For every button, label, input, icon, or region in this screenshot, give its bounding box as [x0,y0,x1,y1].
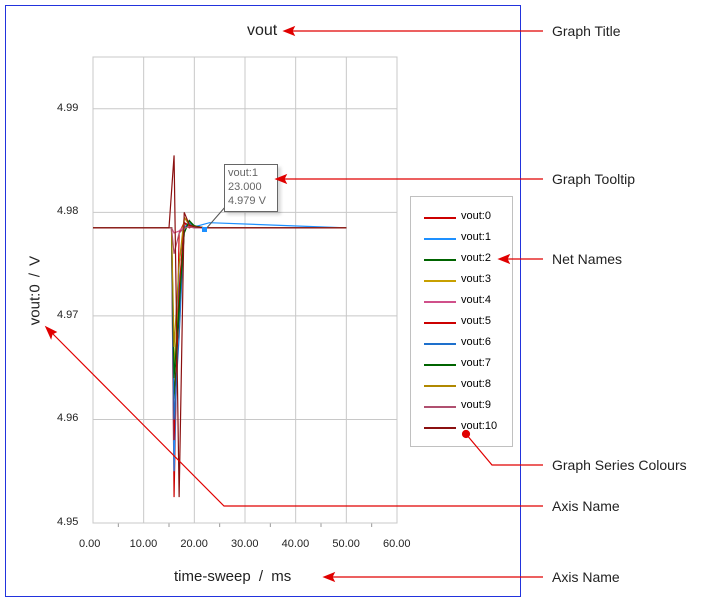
y-tick-label: 4.97 [57,308,79,321]
annotation-axis-name-y: Axis Name [552,498,620,514]
y-tick-label: 4.99 [57,101,79,114]
x-tick-label: 10.00 [129,538,158,550]
legend-label: vout:6 [461,336,491,348]
annotation-net-names: Net Names [552,251,623,267]
legend-label: vout:10 [461,420,498,432]
annotation-axis-name-x: Axis Name [552,569,620,585]
graph-frame [5,5,521,597]
legend: vout:0 vout:1 vout:2 vout:3 vout:4 vout:5 vout… [410,196,513,447]
legend-label: vout:2 [461,252,491,264]
legend-swatch [424,343,456,345]
annotation-series-colours: Graph Series Colours [552,457,687,473]
y-tick-label: 4.98 [57,205,79,218]
tooltip-y: 4.979 V [228,195,266,207]
legend-swatch [424,406,456,408]
legend-label: vout:4 [461,294,491,306]
legend-label: vout:8 [461,378,491,390]
annotation-graph-title: Graph Title [552,23,621,39]
annotation-graph-tooltip: Graph Tooltip [552,171,636,187]
arrow-series-colours [465,433,543,466]
x-tick-label: 60.00 [383,538,411,550]
legend-swatch [424,427,456,429]
legend-swatch [424,322,456,324]
legend-label: vout:1 [461,231,491,243]
x-tick-label: 40.00 [281,538,310,550]
legend-swatch [424,364,456,366]
legend-label: vout:9 [461,399,491,411]
legend-swatch [424,385,456,387]
legend-swatch [424,301,456,303]
legend-label: vout:3 [461,273,491,285]
legend-swatch [424,280,456,282]
x-tick-label: 20.00 [180,538,208,550]
y-tick-label: 4.95 [57,516,79,528]
legend-swatch [424,259,456,261]
graph-tooltip: vout:1 23.000 4.979 V [224,164,278,212]
arrow-axis-y [47,328,543,507]
tooltip-leader [204,205,227,231]
tooltip-marker [202,227,207,232]
legend-swatch [424,238,456,240]
legend-label: vout:7 [461,357,491,369]
legend-label: vout:5 [461,315,491,327]
graph-title: vout [247,22,278,39]
y-tick-label: 4.96 [57,412,79,425]
series-line-vout-10 [93,155,347,498]
x-tick-label: 0.00 [79,538,101,550]
tooltip-x: 23.000 [228,181,262,193]
tooltip-series: vout:1 [228,167,258,179]
legend-swatch [424,217,456,219]
x-tick-label: 50.00 [332,538,360,550]
x-axis-label: time-sweep / ms [174,568,292,585]
legend-label: vout:0 [461,210,491,222]
x-tick-label: 30.00 [231,538,259,550]
